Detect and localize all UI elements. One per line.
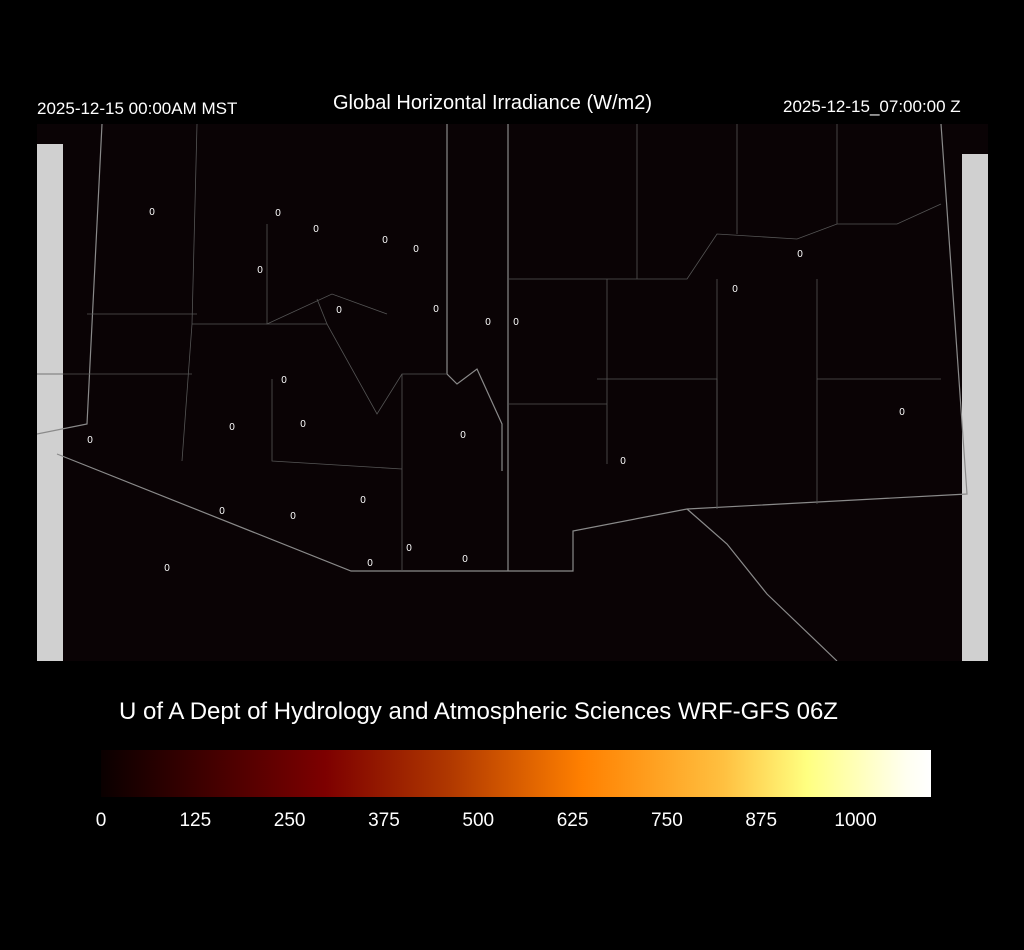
station-value: 0: [732, 284, 738, 295]
state-borders: [37, 124, 968, 661]
colorbar-tick: 250: [273, 810, 306, 831]
station-value: 0: [406, 543, 412, 554]
station-value: 0: [149, 207, 155, 218]
colorbar-tick: 875: [745, 810, 778, 831]
local-time: 2025-12-15 00:00AM MST: [37, 99, 238, 118]
station-value: 0: [313, 224, 319, 235]
station-value: 0: [382, 235, 388, 246]
station-value: 0: [229, 422, 235, 433]
station-value: 0: [290, 511, 296, 522]
station-value: 0: [367, 558, 373, 569]
colorbar: [101, 750, 931, 797]
colorbar-tick: 125: [179, 810, 212, 831]
county-borders: [37, 124, 942, 571]
station-value: 0: [485, 317, 491, 328]
station-value: 0: [275, 208, 281, 219]
colorbar-tick: 625: [556, 810, 589, 831]
station-value: 0: [462, 554, 468, 565]
station-value: 0: [433, 304, 439, 315]
station-value: 0: [460, 430, 466, 441]
outside-domain-right: [962, 154, 988, 661]
station-value: 0: [620, 456, 626, 467]
colorbar-tick: 500: [462, 810, 495, 831]
station-value: 0: [281, 375, 287, 386]
colorbar-tick: 375: [368, 810, 400, 831]
credit-text: U of A Dept of Hydrology and Atmospheric…: [119, 698, 838, 725]
station-value: 0: [899, 407, 905, 418]
station-value: 0: [219, 506, 225, 517]
station-value: 0: [360, 495, 366, 506]
station-value: 0: [413, 244, 419, 255]
colorbar-tick: 750: [651, 810, 683, 831]
station-value: 0: [257, 265, 263, 276]
colorbar-tick: 1000: [834, 810, 877, 831]
station-value: 0: [164, 563, 170, 574]
map-panel: 0 0 0 0 0 0 0 0 0 0 0 0 0 0 0 0 0 0 0 0 0 0 0 0 0 0: [37, 124, 988, 661]
map-title: Global Horizontal Irradiance (W/m2): [333, 92, 652, 114]
station-labels: 0 0 0 0 0 0 0 0 0 0 0 0 0 0 0 0 0 0 0 0 0 0 0 0 0 0: [87, 207, 905, 574]
utc-time: 2025-12-15_07:00:00 Z: [783, 97, 961, 116]
outside-domain-left: [37, 144, 63, 661]
station-value: 0: [797, 249, 803, 260]
station-value: 0: [300, 419, 306, 430]
station-value: 0: [87, 435, 93, 446]
station-value: 0: [336, 305, 342, 316]
map-background: [37, 124, 988, 661]
station-value: 0: [513, 317, 519, 328]
colorbar-tick: 0: [95, 810, 107, 831]
